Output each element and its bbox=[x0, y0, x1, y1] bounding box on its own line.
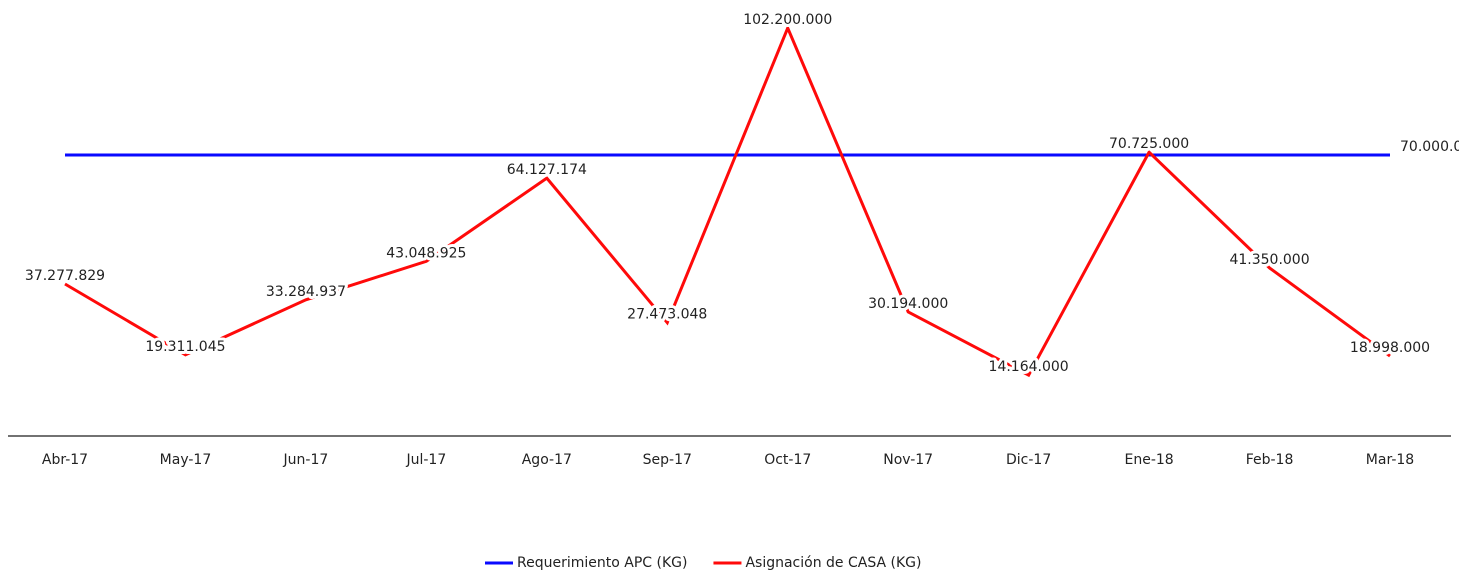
legend-label: Asignación de CASA (KG) bbox=[745, 555, 921, 571]
value-label: 27.473.048 bbox=[627, 307, 707, 323]
value-label: 43.048.925 bbox=[386, 245, 466, 261]
x-tick-label: Ago-17 bbox=[522, 452, 572, 468]
value-label: 70.000.000 bbox=[1400, 139, 1459, 155]
value-label: 64.127.174 bbox=[507, 162, 587, 178]
x-tick-label: May-17 bbox=[160, 452, 212, 468]
value-label: 19.311.045 bbox=[145, 339, 225, 355]
value-label: 70.725.000 bbox=[1109, 136, 1189, 152]
x-tick-label: Ene-18 bbox=[1124, 452, 1173, 468]
x-tick-label: Jul-17 bbox=[405, 452, 446, 468]
x-tick-label: Mar-18 bbox=[1366, 452, 1414, 468]
legend-label: Requerimiento APC (KG) bbox=[517, 555, 687, 571]
series-line bbox=[64, 24, 1391, 378]
x-tick-label: Feb-18 bbox=[1246, 452, 1294, 468]
x-tick-label: Abr-17 bbox=[42, 452, 88, 468]
value-label: 102.200.000 bbox=[743, 12, 832, 28]
value-label: 33.284.937 bbox=[266, 284, 346, 300]
value-label: 18.998.000 bbox=[1350, 340, 1430, 356]
x-tick-label: Jun-17 bbox=[283, 452, 329, 468]
x-tick-label: Nov-17 bbox=[883, 452, 933, 468]
value-label: 30.194.000 bbox=[868, 296, 948, 312]
x-tick-label: Dic-17 bbox=[1006, 452, 1051, 468]
x-tick-label: Oct-17 bbox=[764, 452, 811, 468]
x-tick-label: Sep-17 bbox=[643, 452, 692, 468]
value-label: 14.164.000 bbox=[989, 359, 1069, 375]
value-label: 37.277.829 bbox=[25, 268, 105, 284]
value-label: 41.350.000 bbox=[1229, 252, 1309, 268]
